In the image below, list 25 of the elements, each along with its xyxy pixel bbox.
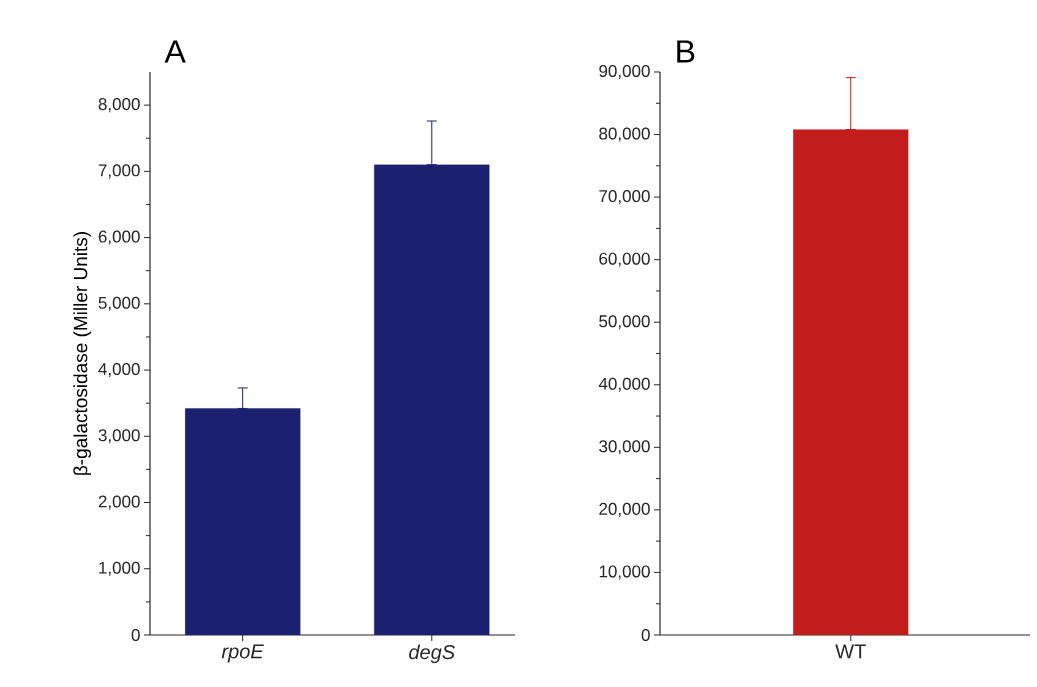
y-tick-label: 20,000 — [599, 502, 650, 517]
y-tick-label: 80,000 — [599, 127, 650, 142]
x-tick-label: WT — [835, 644, 866, 659]
x-tick-label: rpoE — [221, 644, 264, 663]
y-tick-label: 0 — [641, 628, 650, 642]
y-tick-label: 8,000 — [98, 98, 140, 113]
y-tick-label: 10,000 — [599, 565, 650, 580]
x-tick-label: degS — [409, 644, 455, 664]
y-tick-label: 90,000 — [599, 64, 650, 80]
y-tick-label: 70,000 — [599, 190, 650, 205]
y-tick-label: 7,000 — [98, 164, 140, 179]
y-axis-title: β-galactosidase (Miller Units) — [73, 232, 92, 475]
y-tick-label: 5,000 — [98, 296, 140, 311]
y-tick-label: 3,000 — [98, 429, 140, 444]
y-tick-label: 50,000 — [599, 315, 650, 330]
y-tick-label: 1,000 — [99, 561, 140, 576]
y-tick-label: 30,000 — [599, 440, 650, 455]
y-tick-label: 0 — [131, 628, 140, 642]
y-tick-label: 2,000 — [98, 495, 140, 510]
y-tick-label: 40,000 — [598, 377, 650, 392]
y-tick-label: 6,000 — [98, 230, 140, 245]
y-tick-label: 4,000 — [98, 363, 140, 378]
chart-title: B — [677, 40, 695, 63]
y-tick-label: 60,000 — [599, 252, 650, 267]
chart-title: A — [164, 40, 186, 63]
